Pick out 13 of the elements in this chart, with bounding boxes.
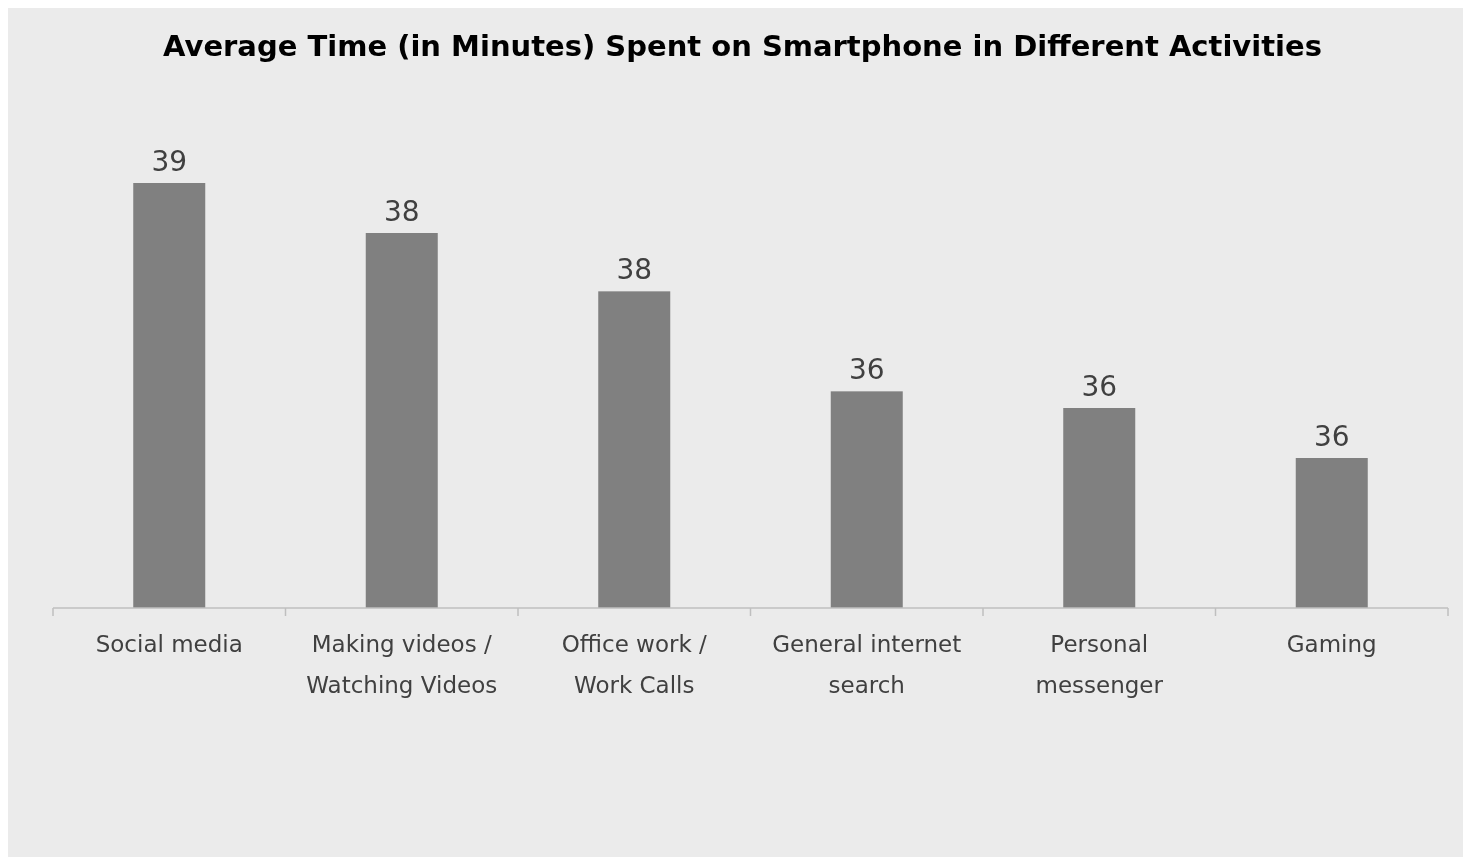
data-label: 36 bbox=[1081, 370, 1118, 403]
data-label: 39 bbox=[151, 145, 188, 178]
data-label: 38 bbox=[616, 253, 653, 287]
data-label: 36 bbox=[848, 353, 885, 387]
data-label: 38 bbox=[383, 195, 420, 228]
chart-title: Average Time (in Minutes) Spent on Smartphone in Different Activities bbox=[163, 29, 1322, 63]
x-tick-label: Social media bbox=[95, 631, 243, 657]
x-tick-label: Office work / Work Calls bbox=[561, 631, 708, 698]
x-tick-label: General internet search bbox=[772, 631, 962, 698]
data-label: 36 bbox=[1313, 420, 1350, 453]
x-tick-label: Gaming bbox=[1286, 631, 1377, 657]
x-tick-label: Personal messenger bbox=[1035, 631, 1164, 698]
x-tick-label: Making videos / Watching Videos bbox=[306, 631, 498, 698]
